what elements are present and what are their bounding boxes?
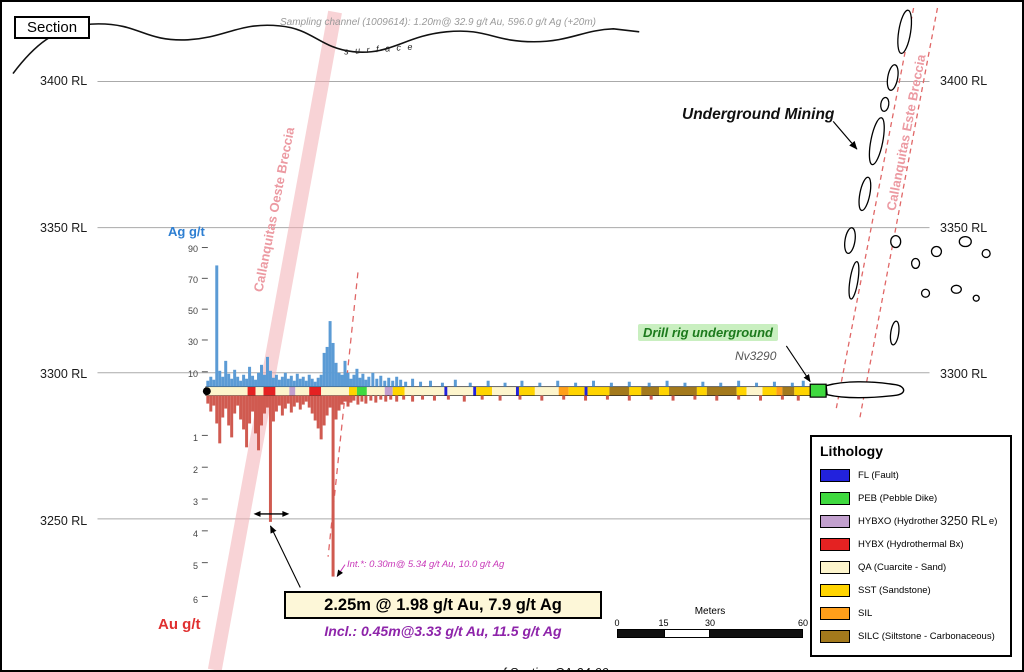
legend-swatch xyxy=(820,561,850,574)
rl-label-right: 3400 RL xyxy=(938,74,990,88)
lithology-legend: Lithology FL (Fault) PEB (Pebble Dike) HYB… xyxy=(810,435,1012,657)
gold-assay-bars xyxy=(206,395,800,577)
au-tick-label: 1 xyxy=(192,433,198,443)
intercept-annotation-box: 2.25m @ 1.98 g/t Au, 7.9 g/t Ag xyxy=(284,591,602,619)
au-tick-label: 3 xyxy=(192,497,198,507)
scale-bar-tick: 30 xyxy=(704,618,716,628)
scale-bar-title: Meters xyxy=(694,606,726,617)
legend-item-label: HYBXO (Hydrothermal Bx-OxFe) xyxy=(858,516,998,527)
mining-stope-outlines xyxy=(844,9,991,346)
drill-rig-arrow xyxy=(785,345,811,383)
legend-swatch xyxy=(820,538,850,551)
int-note-leader xyxy=(336,564,346,577)
legend-items: FL (Fault) PEB (Pebble Dike) HYBXO (Hydrot… xyxy=(820,464,1002,648)
included-intercept-note: Incl.: 0.45m@3.33 g/t Au, 11.5 g/t Ag xyxy=(324,623,562,639)
rl-label-left: 3300 RL xyxy=(38,367,90,381)
au-tick-label: 6 xyxy=(192,595,198,605)
legend-swatch xyxy=(820,492,850,505)
rl-label-left: 3250 RL xyxy=(38,514,90,528)
sampling-channel-note: Sampling channel (1009614): 1.20m@ 32.9 … xyxy=(280,17,596,28)
legend-swatch xyxy=(820,584,850,597)
surface-line xyxy=(12,23,640,75)
ag-tick-label: 10 xyxy=(187,369,198,379)
rl-label-left: 3400 RL xyxy=(38,74,90,88)
hole-collar-dot xyxy=(202,387,211,396)
clipped-caption-fragment: of Section CA-24-00 xyxy=(382,666,722,670)
scale-bar-segment xyxy=(710,630,802,637)
elevation-gridlines xyxy=(97,81,930,520)
interval-measure-arrowhead-left xyxy=(253,510,261,517)
au-tick-label: 5 xyxy=(192,561,198,571)
legend-item-label: HYBX (Hydrothermal Bx) xyxy=(858,539,964,550)
scale-bar-segment xyxy=(618,630,664,637)
ag-tick-label: 90 xyxy=(187,244,198,254)
scale-bar-segment xyxy=(664,630,710,637)
ag-tick-label: 70 xyxy=(187,275,198,285)
au-tick-label: 2 xyxy=(192,465,198,475)
legend-swatch xyxy=(820,607,850,620)
scale-bar-tick: 0 xyxy=(614,618,620,628)
rl-label-left: 3350 RL xyxy=(38,221,90,235)
legend-item-sst: SST (Sandstone) xyxy=(820,579,1002,602)
legend-item-label: PEB (Pebble Dike) xyxy=(858,493,938,504)
este-breccia-dashed-contacts xyxy=(835,7,939,418)
assay-axis-ticks xyxy=(201,247,208,597)
au-axis-label: Au g/t xyxy=(158,616,201,633)
legend-item-sil: SIL xyxy=(820,602,1002,625)
legend-title: Lithology xyxy=(820,443,883,459)
silver-assay-bars xyxy=(206,265,805,387)
ag-tick-label: 50 xyxy=(187,306,198,316)
scale-bar: Meters 0 15 30 60 xyxy=(614,606,808,638)
legend-item-label: QA (Cuarcite - Sand) xyxy=(858,562,947,573)
legend-item-label: SST (Sandstone) xyxy=(858,585,931,596)
scale-bar-ticks: 0 15 30 60 xyxy=(614,618,808,629)
drill-rig-label: Drill rig underground xyxy=(638,324,778,341)
legend-item-hybx: HYBX (Hydrothermal Bx) xyxy=(820,533,1002,556)
legend-item-peb: PEB (Pebble Dike) xyxy=(820,487,1002,510)
section-title-box: Section xyxy=(14,16,91,39)
int-note: Int.*: 0.30m@ 5.34 g/t Au, 10.0 g/t Ag xyxy=(347,559,505,570)
underground-mining-arrow xyxy=(832,120,858,150)
au-tick-label: 4 xyxy=(192,529,198,539)
legend-swatch xyxy=(820,630,850,643)
legend-swatch xyxy=(820,515,850,528)
rl-label-right: 3250 RL xyxy=(938,514,990,528)
annotation-overlays xyxy=(202,120,905,588)
legend-item-hybxo: HYBXO (Hydrothermal Bx-OxFe) xyxy=(820,510,1002,533)
underground-mining-label: Underground Mining xyxy=(682,106,835,123)
level-label: Nv3290 xyxy=(735,349,777,363)
legend-item-label: SIL xyxy=(858,608,873,619)
oeste-breccia-band xyxy=(207,10,342,670)
ag-axis-label: Ag g/t xyxy=(168,224,205,239)
legend-item-silc: SILC (Siltstone - Carbonaceous) xyxy=(820,625,1002,648)
rl-label-right: 3350 RL xyxy=(938,221,990,235)
legend-item-qa: QA (Cuarcite - Sand) xyxy=(820,556,1002,579)
oeste-breccia-dashed-contact xyxy=(327,272,359,557)
legend-item-label: SILC (Siltstone - Carbonaceous) xyxy=(858,631,995,642)
legend-swatch xyxy=(820,469,850,482)
legend-item-fl: FL (Fault) xyxy=(820,464,1002,487)
drift-outline xyxy=(825,381,905,399)
scale-bar-tick: 15 xyxy=(658,618,669,628)
legend-item-label: FL (Fault) xyxy=(858,470,899,481)
rl-label-right: 3300 RL xyxy=(938,367,990,381)
scale-bar-segments xyxy=(617,629,803,638)
annotation-leader-arrow xyxy=(269,525,301,588)
ag-tick-label: 30 xyxy=(187,337,198,347)
scale-bar-tick: 60 xyxy=(797,618,809,628)
interval-measure-arrowhead-right xyxy=(282,510,290,517)
